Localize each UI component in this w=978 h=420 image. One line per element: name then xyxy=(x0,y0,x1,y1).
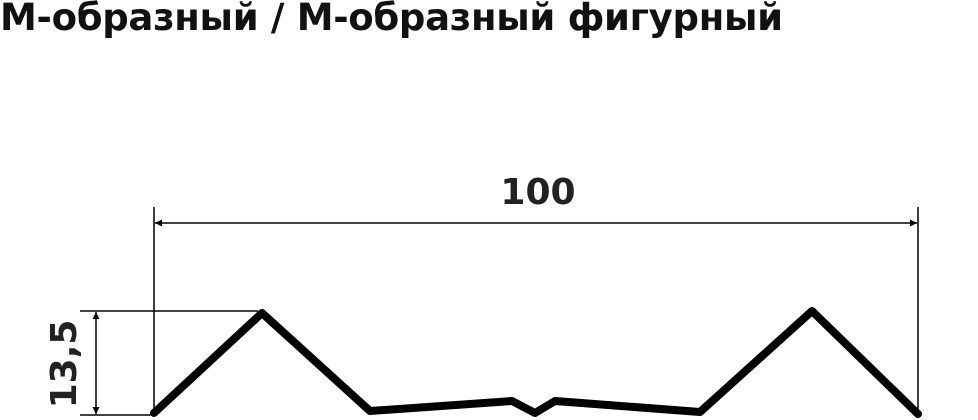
height-dimension-label: 13,5 xyxy=(44,320,85,409)
m-profile-outline xyxy=(150,307,922,418)
diagram-title: М-образный / М-образный фигурный xyxy=(0,0,783,39)
width-dimension-label: 100 xyxy=(500,172,575,213)
